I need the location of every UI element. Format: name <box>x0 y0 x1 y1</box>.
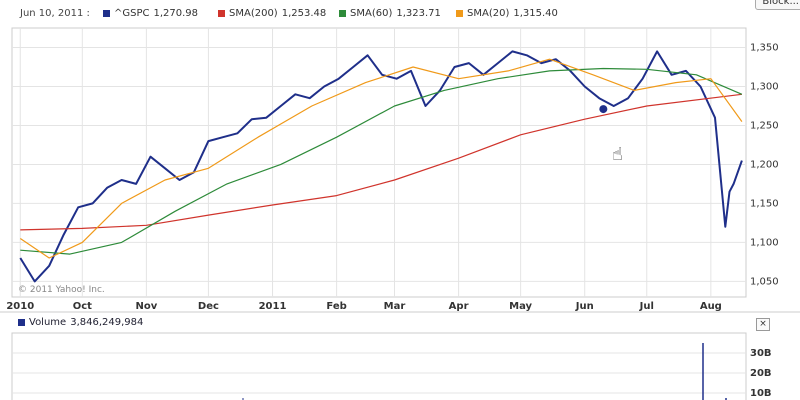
legend-date: Jun 10, 2011 : <box>20 8 90 19</box>
y-tick-label: 1,050 <box>750 276 779 287</box>
volume-tick-label: 30B <box>750 348 772 359</box>
y-tick-label: 1,200 <box>750 159 779 170</box>
legend-sma200: SMA(200) 1,253.48 <box>218 8 326 19</box>
highlight-point <box>599 105 608 114</box>
x-tick-label: Oct <box>73 301 92 312</box>
legend-gspc-label: ^GSPC <box>114 8 150 19</box>
series-line-sma200 <box>20 93 742 231</box>
legend-sma200-swatch <box>218 10 225 17</box>
legend-sma60-swatch <box>339 10 346 17</box>
x-tick-label: Dec <box>198 301 219 312</box>
x-tick-label: Mar <box>384 301 406 312</box>
block-button[interactable]: Block... <box>755 0 800 10</box>
y-tick-label: 1,100 <box>750 237 779 248</box>
legend: Jun 10, 2011 : ^GSPC 1,270.98 SMA(200) 1… <box>0 8 750 22</box>
legend-gspc: ^GSPC 1,270.98 <box>103 8 198 19</box>
x-tick-label: Aug <box>700 301 722 312</box>
x-tick-label: 2011 <box>259 301 287 312</box>
legend-sma20-value: 1,315.40 <box>513 8 558 19</box>
legend-sma200-value: 1,253.48 <box>281 8 327 19</box>
x-tick-label: May <box>509 301 532 312</box>
x-tick-label: Nov <box>136 301 158 312</box>
legend-sma60-label: SMA(60) <box>350 8 393 19</box>
hand-cursor-icon: ☝ <box>612 144 623 165</box>
y-tick-label: 1,250 <box>750 120 779 131</box>
legend-sma200-label: SMA(200) <box>229 8 278 19</box>
close-volume-button[interactable]: × <box>756 318 770 331</box>
x-tick-label: Jun <box>575 301 594 312</box>
series-line-sma60 <box>20 67 743 255</box>
volume-panel <box>11 332 747 400</box>
legend-sma20-swatch <box>456 10 463 17</box>
y-tick-label: 1,350 <box>750 42 779 53</box>
volume-header: Volume 3,846,249,984 <box>18 317 143 328</box>
copyright-text: © 2011 Yahoo! Inc. <box>18 285 105 295</box>
volume-label: Volume <box>29 317 67 328</box>
volume-swatch <box>18 319 25 326</box>
volume-tick-label: 10B <box>750 388 772 399</box>
legend-sma60: SMA(60) 1,323.71 <box>339 8 441 19</box>
y-tick-label: 1,150 <box>750 198 779 209</box>
x-tick-label: Jul <box>639 301 654 312</box>
volume-value: 3,846,249,984 <box>70 317 144 328</box>
plot-area <box>11 27 747 298</box>
series-line-sma20 <box>19 58 743 259</box>
legend-gspc-swatch <box>103 10 110 17</box>
x-tick-label: Feb <box>326 301 346 312</box>
legend-sma60-value: 1,323.71 <box>396 8 441 19</box>
x-tick-label: Apr <box>449 301 469 312</box>
legend-gspc-value: 1,270.98 <box>153 8 199 19</box>
y-tick-label: 1,300 <box>750 81 779 92</box>
x-tick-label: 2010 <box>6 301 34 312</box>
volume-tick-label: 20B <box>750 368 772 379</box>
legend-sma20: SMA(20) 1,315.40 <box>456 8 558 19</box>
legend-sma20-label: SMA(20) <box>467 8 510 19</box>
